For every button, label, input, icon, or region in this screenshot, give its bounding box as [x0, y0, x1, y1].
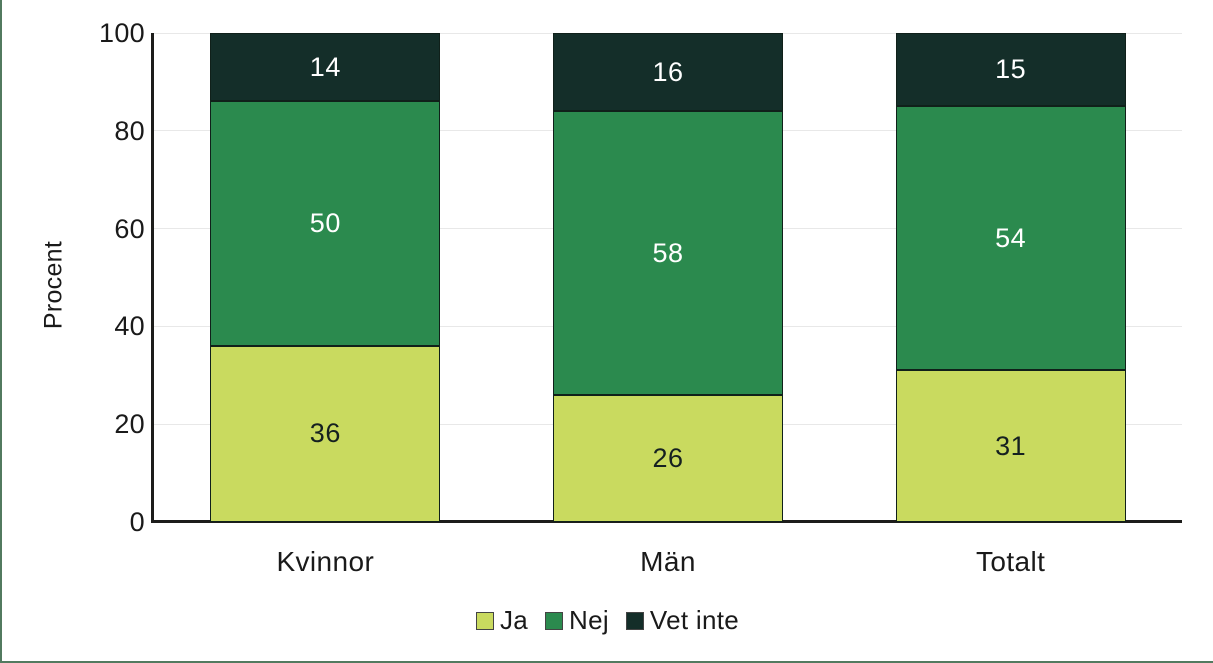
bar-segment-nej-man: 58: [553, 111, 783, 395]
x-category-label-totalt: Totalt: [975, 546, 1046, 577]
legend-swatch-nej: [545, 611, 563, 630]
legend-item-vet-inte: Vet inte: [625, 605, 740, 636]
bar-value-label: 58: [652, 237, 684, 268]
bar-totalt: 31 54 15: [895, 33, 1126, 522]
y-tick-label-80: 80: [114, 115, 145, 146]
bar-value-label: 26: [652, 442, 684, 473]
bar-value-label: 36: [309, 418, 341, 449]
bar-segment-vet-inte-man: 16: [553, 33, 783, 112]
y-tick-label-100: 100: [99, 18, 145, 48]
bar-segment-ja-kvinnor: 36: [210, 345, 441, 522]
y-tick-label-40: 40: [114, 311, 145, 342]
bar-value-label: 14: [309, 51, 341, 82]
bar-value-label: 15: [995, 54, 1027, 85]
bar-value-label: 54: [995, 222, 1027, 253]
plot-area: 36 50 14 26 58 16 31 54 15: [154, 32, 1182, 522]
legend-item-nej: Nej: [545, 605, 609, 636]
y-tick-label-0: 0: [129, 507, 145, 537]
legend-label-ja: Ja: [499, 605, 528, 635]
bar-segment-ja-totalt: 31: [895, 370, 1126, 522]
bar-segment-nej-totalt: 54: [895, 106, 1126, 371]
legend-label-vet-inte: Vet inte: [649, 605, 740, 635]
legend-item-ja: Ja: [475, 605, 528, 636]
legend-label-nej: Nej: [569, 605, 609, 635]
bar-man: 26 58 16: [553, 33, 783, 522]
bar-segment-nej-kvinnor: 50: [210, 101, 441, 346]
y-tick-label-60: 60: [114, 213, 145, 244]
legend: Ja Nej Vet inte: [2, 605, 1213, 636]
x-category-label-kvinnor: Kvinnor: [276, 546, 375, 577]
bar-value-label: 16: [652, 56, 684, 87]
legend-swatch-ja: [475, 611, 494, 630]
bar-segment-vet-inte-totalt: 15: [895, 33, 1126, 107]
bar-value-label: 31: [995, 430, 1027, 461]
gridline-100: [154, 32, 1182, 34]
bar-segment-vet-inte-kvinnor: 14: [210, 33, 441, 102]
x-category-label-man: Män: [640, 546, 696, 577]
bar-value-label: 50: [309, 208, 341, 239]
bar-kvinnor: 36 50 14: [210, 33, 441, 522]
y-axis-line: [151, 33, 154, 522]
bar-segment-ja-man: 26: [553, 394, 783, 522]
legend-swatch-vet-inte: [625, 611, 644, 630]
y-tick-label-20: 20: [114, 409, 145, 440]
